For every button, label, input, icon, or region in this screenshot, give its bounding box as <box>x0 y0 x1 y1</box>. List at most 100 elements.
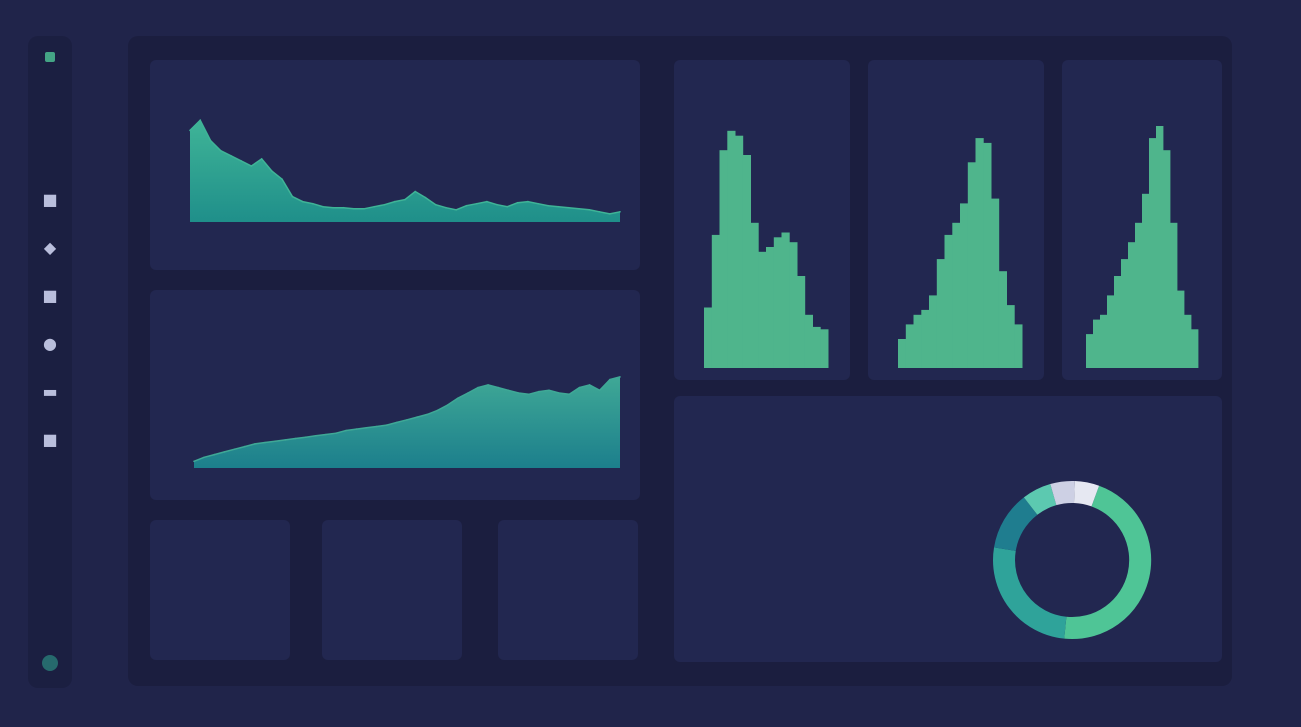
data-point <box>281 178 283 180</box>
sidebar-item-reports[interactable]: ■ <box>39 284 61 306</box>
data-point <box>498 387 500 389</box>
home-icon: ■ <box>42 190 57 209</box>
data-point <box>325 434 327 436</box>
histogram-card-1 <box>674 60 850 380</box>
data-point <box>292 196 294 198</box>
histogram-bar <box>789 242 797 368</box>
data-point <box>274 440 276 442</box>
data-point <box>234 448 236 450</box>
profile-icon[interactable] <box>39 652 61 674</box>
data-point <box>406 419 408 421</box>
data-point <box>416 416 418 418</box>
histogram-bar <box>774 237 782 368</box>
sidebar-item-messages[interactable]: ▬ <box>39 380 61 402</box>
data-point <box>507 206 509 208</box>
histogram-bar <box>898 339 906 368</box>
histogram-bar <box>805 315 813 368</box>
data-point <box>589 384 591 386</box>
donut-slice <box>1074 492 1095 496</box>
data-point <box>386 424 388 426</box>
data-point <box>579 387 581 389</box>
data-point <box>496 204 498 206</box>
data-point <box>508 390 510 392</box>
histogram-bar <box>751 223 759 368</box>
data-point <box>427 414 429 416</box>
histogram-bar <box>1191 329 1198 368</box>
data-point <box>224 451 226 453</box>
data-point <box>199 119 201 121</box>
data-point <box>619 211 621 213</box>
data-point <box>271 170 273 172</box>
dashboard-main <box>128 36 1232 686</box>
area-series <box>194 377 620 468</box>
document-icon: ■ <box>42 286 57 305</box>
histogram-bar <box>1086 334 1093 368</box>
data-point <box>528 394 530 396</box>
data-point <box>302 201 304 203</box>
area-chart-top <box>150 60 640 270</box>
histogram-bar <box>960 203 968 368</box>
logo-icon[interactable] <box>39 46 61 68</box>
area-chart-middle-card <box>150 290 640 500</box>
histogram-bar <box>921 310 929 368</box>
data-point <box>486 201 488 203</box>
sidebar-item-analytics[interactable]: ◆ <box>39 236 61 258</box>
data-point <box>353 208 355 210</box>
data-point <box>254 443 256 445</box>
data-point <box>374 206 376 208</box>
data-point <box>558 206 560 208</box>
data-point <box>599 390 601 392</box>
histogram-bar <box>704 308 712 369</box>
data-point <box>264 442 266 444</box>
data-point <box>619 376 621 378</box>
data-point <box>599 211 601 213</box>
histogram-bar <box>1014 324 1022 368</box>
data-point <box>477 387 479 389</box>
histogram-bar <box>952 223 960 368</box>
data-point <box>305 436 307 438</box>
data-point <box>558 392 560 394</box>
histogram-bar <box>743 155 751 368</box>
sidebar-item-home[interactable]: ■ <box>39 188 61 210</box>
histogram-bar <box>720 150 728 368</box>
data-point <box>568 207 570 209</box>
data-point <box>363 208 365 210</box>
data-point <box>312 203 314 205</box>
histogram-bar <box>712 235 720 368</box>
data-point <box>457 398 459 400</box>
data-point <box>447 404 449 406</box>
sidebar-item-settings[interactable]: ■ <box>39 428 61 450</box>
data-point <box>295 438 297 440</box>
chart-icon: ◆ <box>44 238 56 257</box>
data-point <box>404 199 406 201</box>
data-point <box>487 384 489 386</box>
data-point <box>548 205 550 207</box>
data-point <box>414 191 416 193</box>
data-point <box>435 204 437 206</box>
data-point <box>335 432 337 434</box>
data-point <box>548 390 550 392</box>
data-point <box>343 207 345 209</box>
data-point <box>609 379 611 381</box>
sidebar-item-users[interactable]: ● <box>39 332 61 354</box>
data-point <box>230 155 232 157</box>
data-point <box>538 391 540 393</box>
histogram-bar <box>999 271 1007 368</box>
user-icon: ● <box>43 334 57 353</box>
data-point <box>437 410 439 412</box>
data-point <box>589 209 591 211</box>
donut-chart-card <box>674 396 1222 662</box>
histogram-bar <box>813 327 821 368</box>
data-point <box>467 392 469 394</box>
data-point <box>578 208 580 210</box>
data-point <box>476 203 478 205</box>
histogram-bar <box>1163 150 1170 368</box>
histogram-bar <box>945 235 953 368</box>
stat-card-3[interactable] <box>498 520 638 660</box>
data-point <box>244 446 246 448</box>
histogram-bar <box>766 247 774 368</box>
stat-card-1[interactable] <box>150 520 290 660</box>
data-point <box>517 202 519 204</box>
histogram-bar <box>937 259 945 368</box>
stat-card-2[interactable] <box>322 520 462 660</box>
